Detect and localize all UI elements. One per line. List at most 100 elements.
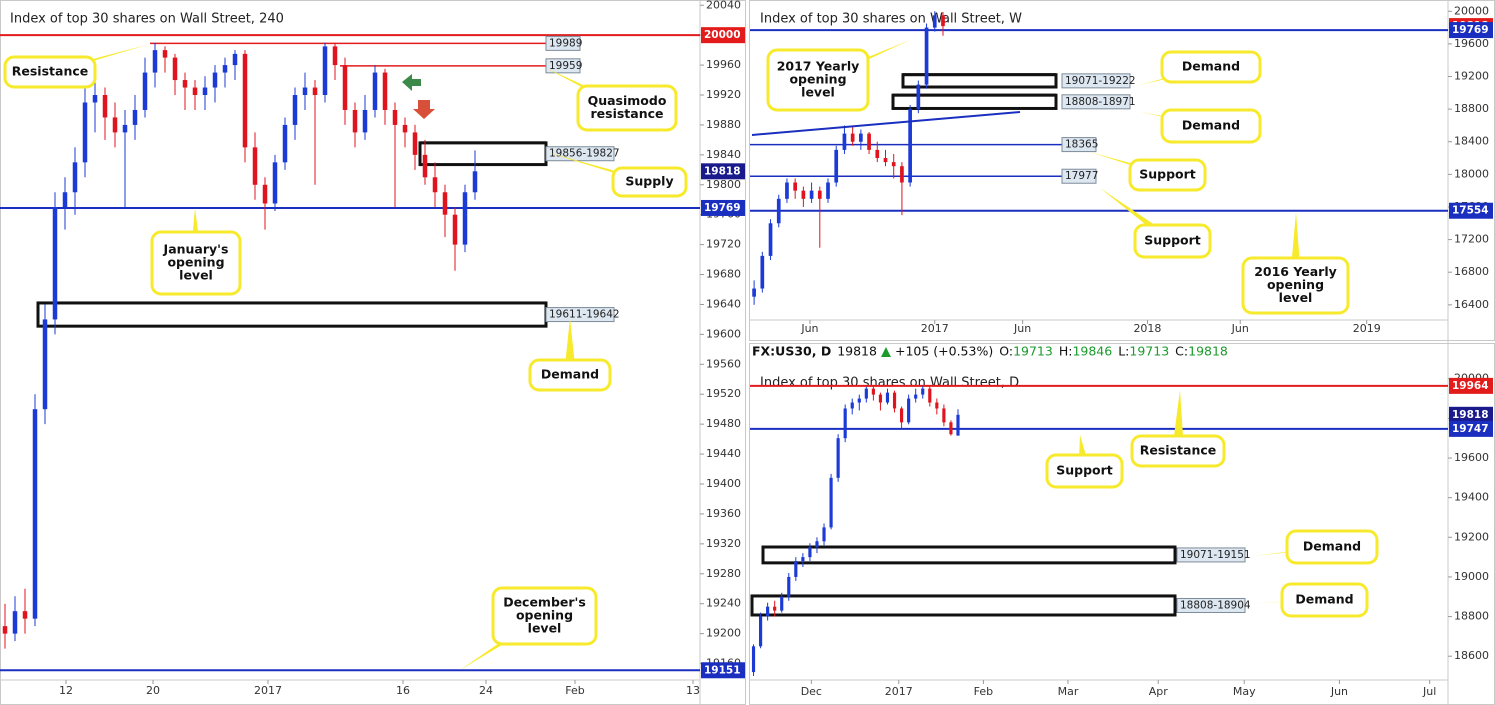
candle-body	[182, 80, 188, 88]
y-tick-label: 18800	[1454, 610, 1489, 623]
candle-body	[822, 527, 826, 542]
candle-body	[794, 561, 798, 577]
y-tick-label: 19720	[706, 238, 741, 251]
callout-box	[1280, 582, 1369, 618]
candle-body	[924, 27, 929, 85]
x-tick-label: Feb	[565, 684, 584, 697]
candle-body	[878, 394, 883, 403]
candle-body	[773, 606, 777, 611]
candle-body	[472, 171, 478, 193]
header-last: 19818	[837, 344, 877, 359]
zone-label: 19856-19827	[549, 148, 620, 160]
zone	[891, 93, 1058, 110]
callout-text: opening	[1267, 277, 1324, 292]
price-tag	[1449, 420, 1493, 437]
candle-body	[252, 147, 258, 185]
y-tick-label: 16800	[1454, 265, 1489, 278]
x-tick-label: 13	[686, 684, 700, 697]
candle-body	[808, 547, 812, 558]
candle-body	[322, 46, 328, 96]
candle-body	[172, 57, 178, 81]
panel-title: Index of top 30 shares on Wall Street, D	[760, 376, 1019, 391]
y-tick-label: 19320	[706, 537, 741, 550]
callout-text: December's	[503, 595, 586, 610]
x-tick-label: Dec	[801, 685, 822, 698]
candle-body	[941, 15, 945, 27]
header-symbol: FX:US30, D	[752, 344, 831, 359]
zone-tag	[545, 307, 615, 323]
candle-body	[883, 158, 888, 163]
x-tick-label: May	[1233, 685, 1256, 698]
zone	[418, 141, 548, 167]
y-tick-label: 19840	[706, 148, 741, 161]
candle-body	[352, 109, 358, 133]
candle-body	[242, 53, 248, 148]
y-tick-label: 17200	[1454, 233, 1489, 246]
y-tick-label: 19200	[1454, 530, 1489, 543]
candle-body	[12, 611, 18, 634]
candle-body	[132, 109, 138, 125]
candle-body	[292, 95, 298, 125]
x-tick-label: Jun	[800, 322, 818, 335]
candle-body	[857, 398, 861, 403]
candle-body	[312, 87, 318, 96]
header-field-value: 19713	[1129, 344, 1169, 359]
candle-body	[801, 557, 805, 562]
x-tick-label: Jun	[1231, 322, 1249, 335]
callout-text: 2017 Yearly	[777, 59, 860, 74]
candle-body	[875, 149, 880, 159]
price-tag-label: 19769	[1452, 24, 1489, 36]
candle-body	[2, 626, 8, 634]
callout-box	[1045, 453, 1124, 489]
callout-text: Support	[1056, 463, 1113, 478]
y-tick-label: 19600	[1454, 451, 1489, 464]
zone-label: 19071-19222	[1065, 75, 1136, 87]
candle-body	[850, 402, 854, 409]
candle-body	[202, 87, 208, 96]
candle-body	[162, 50, 168, 58]
callout-box	[1160, 50, 1262, 84]
y-tick-label: 19680	[706, 268, 741, 281]
x-tick-label: Apr	[1149, 685, 1169, 698]
candle-body	[892, 392, 897, 409]
panel: 1640016800172001760018000184001880019200…	[750, 4, 1493, 335]
callout-box	[1133, 223, 1212, 259]
candle-body	[62, 192, 68, 208]
price-tag-label: 17977	[1065, 170, 1098, 182]
y-tick-label: 19240	[706, 597, 741, 610]
candle-body	[843, 408, 847, 439]
callout-text: resistance	[590, 106, 663, 121]
candle-body	[900, 166, 904, 183]
y-tick-label: 19360	[706, 507, 741, 520]
x-tick-label: 12	[59, 684, 73, 697]
candle-body	[192, 87, 198, 96]
candle-body	[864, 388, 868, 399]
header-field-label: O:	[999, 344, 1013, 359]
callout-text: 2016 Yearly	[1254, 264, 1337, 279]
price-tag	[701, 662, 745, 679]
price-tag	[1449, 377, 1493, 394]
callout-text: Supply	[625, 174, 673, 189]
x-tick-label: 2017	[921, 322, 949, 335]
candle-body	[826, 182, 830, 199]
x-tick-label: 16	[396, 684, 410, 697]
candle-body	[908, 109, 912, 183]
candle-body	[32, 409, 38, 619]
candle-body	[850, 133, 855, 142]
zone	[750, 594, 1177, 617]
price-tag	[701, 27, 745, 44]
callout-text: level	[801, 85, 835, 100]
callout-box	[1128, 158, 1207, 192]
price-tag	[545, 58, 581, 74]
candle-body	[891, 162, 896, 167]
panel-title: Index of top 30 shares on Wall Street, 2…	[10, 12, 284, 27]
y-tick-label: 19440	[706, 447, 741, 460]
zone	[36, 301, 548, 328]
header-field-label: C:	[1175, 344, 1188, 359]
x-tick-label: 2017	[254, 684, 282, 697]
callout-text: Demand	[1295, 592, 1353, 607]
candle-body	[885, 392, 890, 403]
candle-body	[362, 109, 368, 133]
y-tick-label: 18400	[1454, 135, 1489, 148]
candle-body	[102, 95, 108, 118]
